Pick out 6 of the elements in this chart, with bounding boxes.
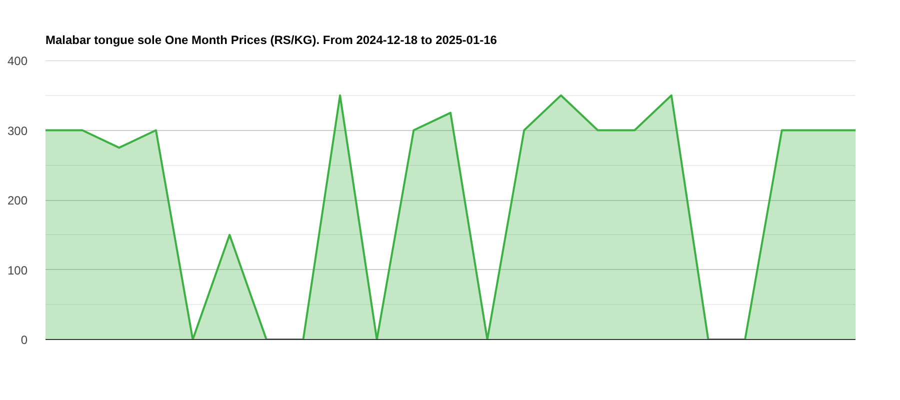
y-tick-label: 100 [7, 263, 28, 278]
y-tick-label: 200 [7, 194, 28, 208]
y-tick-label: 400 [7, 54, 28, 68]
chart-title: Malabar tongue sole One Month Prices (RS/KG). From 2024-12-18 to 2025-01-16 [46, 33, 498, 47]
y-tick-label: 300 [7, 124, 28, 138]
y-tick-label: 0 [20, 333, 28, 347]
